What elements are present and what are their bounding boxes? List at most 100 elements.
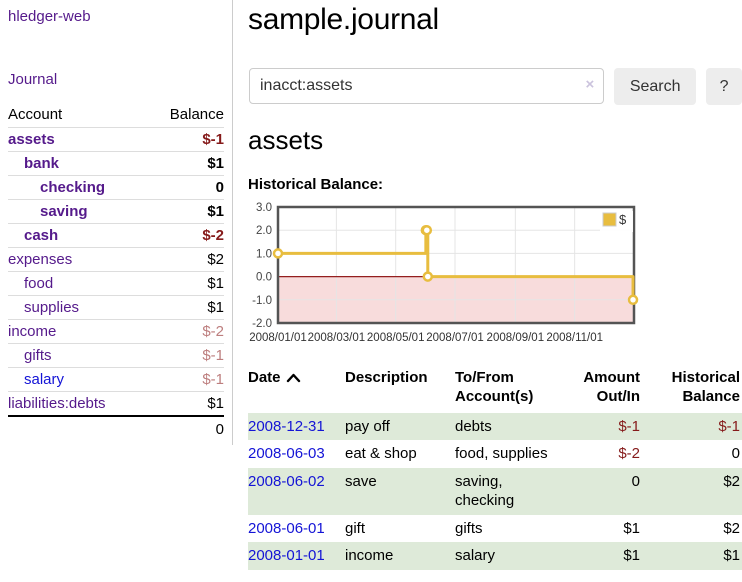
account-link-food[interactable]: food — [24, 275, 54, 292]
account-link-liabilities-debts[interactable]: liabilities:debts — [8, 395, 106, 412]
transaction-accounts: debts — [455, 417, 492, 435]
transaction-accounts: saving, checking — [455, 472, 515, 510]
transaction-balance: $2 — [723, 519, 740, 537]
svg-text:1.0: 1.0 — [256, 248, 272, 260]
account-row: saving $1 — [8, 199, 224, 224]
transaction-amount: $1 — [623, 547, 640, 564]
account-row: gifts $-1 — [8, 343, 224, 368]
transaction-row: 2008-01-01 income salary $1 $1 — [248, 542, 742, 570]
transaction-date-link[interactable]: 2008-12-31 — [248, 417, 325, 435]
accounts-header-row: Account Balance — [8, 103, 224, 128]
transaction-amount: $-2 — [618, 445, 640, 462]
svg-text:-2.0: -2.0 — [252, 318, 272, 330]
brand-link[interactable]: hledger-web — [8, 8, 91, 25]
search-input[interactable] — [249, 68, 605, 104]
transaction-date-link[interactable]: 2008-06-03 — [248, 445, 325, 462]
svg-text:3.0: 3.0 — [256, 202, 272, 214]
data-point-marker — [627, 294, 639, 306]
transaction-amount: 0 — [631, 472, 640, 490]
transaction-balance: $-1 — [718, 417, 740, 435]
register-header-tofrom: To/From Account(s) — [455, 369, 534, 405]
account-balance: $1 — [146, 199, 224, 224]
account-balance: $-1 — [146, 127, 224, 152]
account-link-bank[interactable]: bank — [24, 155, 60, 172]
plot-border — [276, 205, 636, 325]
account-link-salary[interactable]: salary — [24, 371, 65, 388]
accounts-header-balance: Balance — [146, 103, 224, 128]
register-header-description: Description — [345, 369, 428, 386]
account-link-expenses[interactable]: expenses — [8, 251, 73, 268]
account-row: checking 0 — [8, 175, 224, 200]
account-row: bank $1 — [8, 151, 224, 176]
transaction-date-link[interactable]: 2008-06-01 — [248, 519, 325, 537]
data-point-marker — [272, 248, 284, 259]
account-row: supplies $1 — [8, 295, 224, 320]
svg-text:2008/05/01: 2008/05/01 — [367, 332, 425, 344]
svg-text:2008/01/01: 2008/01/01 — [249, 332, 307, 344]
svg-text:2.0: 2.0 — [256, 225, 272, 237]
transaction-amount: $1 — [623, 519, 640, 537]
account-balance: $-2 — [146, 223, 224, 248]
account-row: expenses $2 — [8, 247, 224, 272]
account-heading: assets — [248, 125, 324, 155]
account-balance: $-2 — [146, 319, 224, 344]
clear-search-icon[interactable]: × — [585, 76, 595, 93]
register-header-amount: Amount Out/In — [583, 369, 640, 405]
transaction-description: gift — [345, 519, 366, 537]
historical-balance-chart: 3.0 2.0 1.0 0.0 -1.0 -2.0 2008/01/01 2008/03/01… — [249, 202, 639, 344]
svg-text:2008/03/01: 2008/03/01 — [308, 332, 366, 344]
account-row: cash $-2 — [8, 223, 224, 248]
register-header-date[interactable]: Date — [248, 367, 345, 413]
transaction-balance: $1 — [723, 547, 740, 564]
account-balance: $1 — [146, 295, 224, 320]
transaction-accounts: gifts — [455, 519, 483, 537]
account-link-saving[interactable]: saving — [40, 203, 88, 220]
transaction-date-link[interactable]: 2008-06-02 — [248, 472, 325, 490]
accounts-total: 0 — [146, 415, 224, 442]
register-header-balance: Historical Balance — [671, 369, 740, 405]
legend-swatch — [602, 212, 617, 227]
help-button[interactable]: ? — [706, 68, 742, 105]
account-balance: $-1 — [146, 367, 224, 392]
transaction-date-link[interactable]: 2008-01-01 — [248, 547, 325, 564]
account-link-supplies[interactable]: supplies — [24, 299, 80, 316]
account-balance: $2 — [146, 247, 224, 272]
account-balance: 0 — [146, 175, 224, 200]
transaction-description: income — [345, 547, 394, 564]
account-link-income[interactable]: income — [8, 323, 57, 340]
chevron-up-icon — [286, 373, 300, 383]
svg-text:0.0: 0.0 — [256, 272, 272, 284]
account-link-checking[interactable]: checking — [40, 179, 106, 196]
transaction-description: save — [345, 472, 377, 490]
transaction-row: 2008-06-02 save saving, checking 0 $2 — [248, 467, 742, 515]
sidebar: hledger-web Journal Account Balance asse… — [0, 0, 233, 445]
account-row: income $-2 — [8, 319, 224, 344]
data-point-marker — [422, 271, 434, 282]
transaction-row: 2008-12-31 pay off debts $-1 $-1 — [248, 412, 742, 440]
accounts-total-row: 0 — [8, 415, 224, 442]
svg-text:-1.0: -1.0 — [252, 295, 272, 307]
sidebar-item-journal[interactable]: Journal — [8, 71, 58, 88]
account-row: liabilities:debts $1 — [8, 391, 224, 417]
transaction-accounts: food, supplies — [455, 445, 548, 462]
transaction-description: eat & shop — [345, 445, 417, 462]
svg-text:$: $ — [619, 212, 627, 227]
chart-title: Historical Balance: — [248, 176, 384, 193]
transaction-accounts: salary — [455, 547, 496, 564]
account-link-gifts[interactable]: gifts — [24, 347, 52, 364]
transaction-balance: 0 — [731, 445, 740, 462]
accounts-header-account: Account — [8, 103, 147, 128]
account-balance: $1 — [146, 151, 224, 176]
transaction-row: 2008-06-01 gift gifts $1 $2 — [248, 515, 742, 543]
account-link-assets[interactable]: assets — [8, 131, 55, 148]
transaction-amount: $-1 — [618, 417, 640, 435]
transaction-balance: $2 — [723, 472, 740, 490]
search-box: × — [249, 68, 605, 105]
account-link-cash[interactable]: cash — [24, 227, 59, 244]
account-balance: $1 — [146, 271, 224, 296]
account-balance: $-1 — [146, 343, 224, 368]
register-table: Date Description To/From Account(s) Amou… — [248, 367, 742, 570]
search-button[interactable]: Search — [614, 68, 697, 105]
account-balance: $1 — [146, 391, 224, 417]
